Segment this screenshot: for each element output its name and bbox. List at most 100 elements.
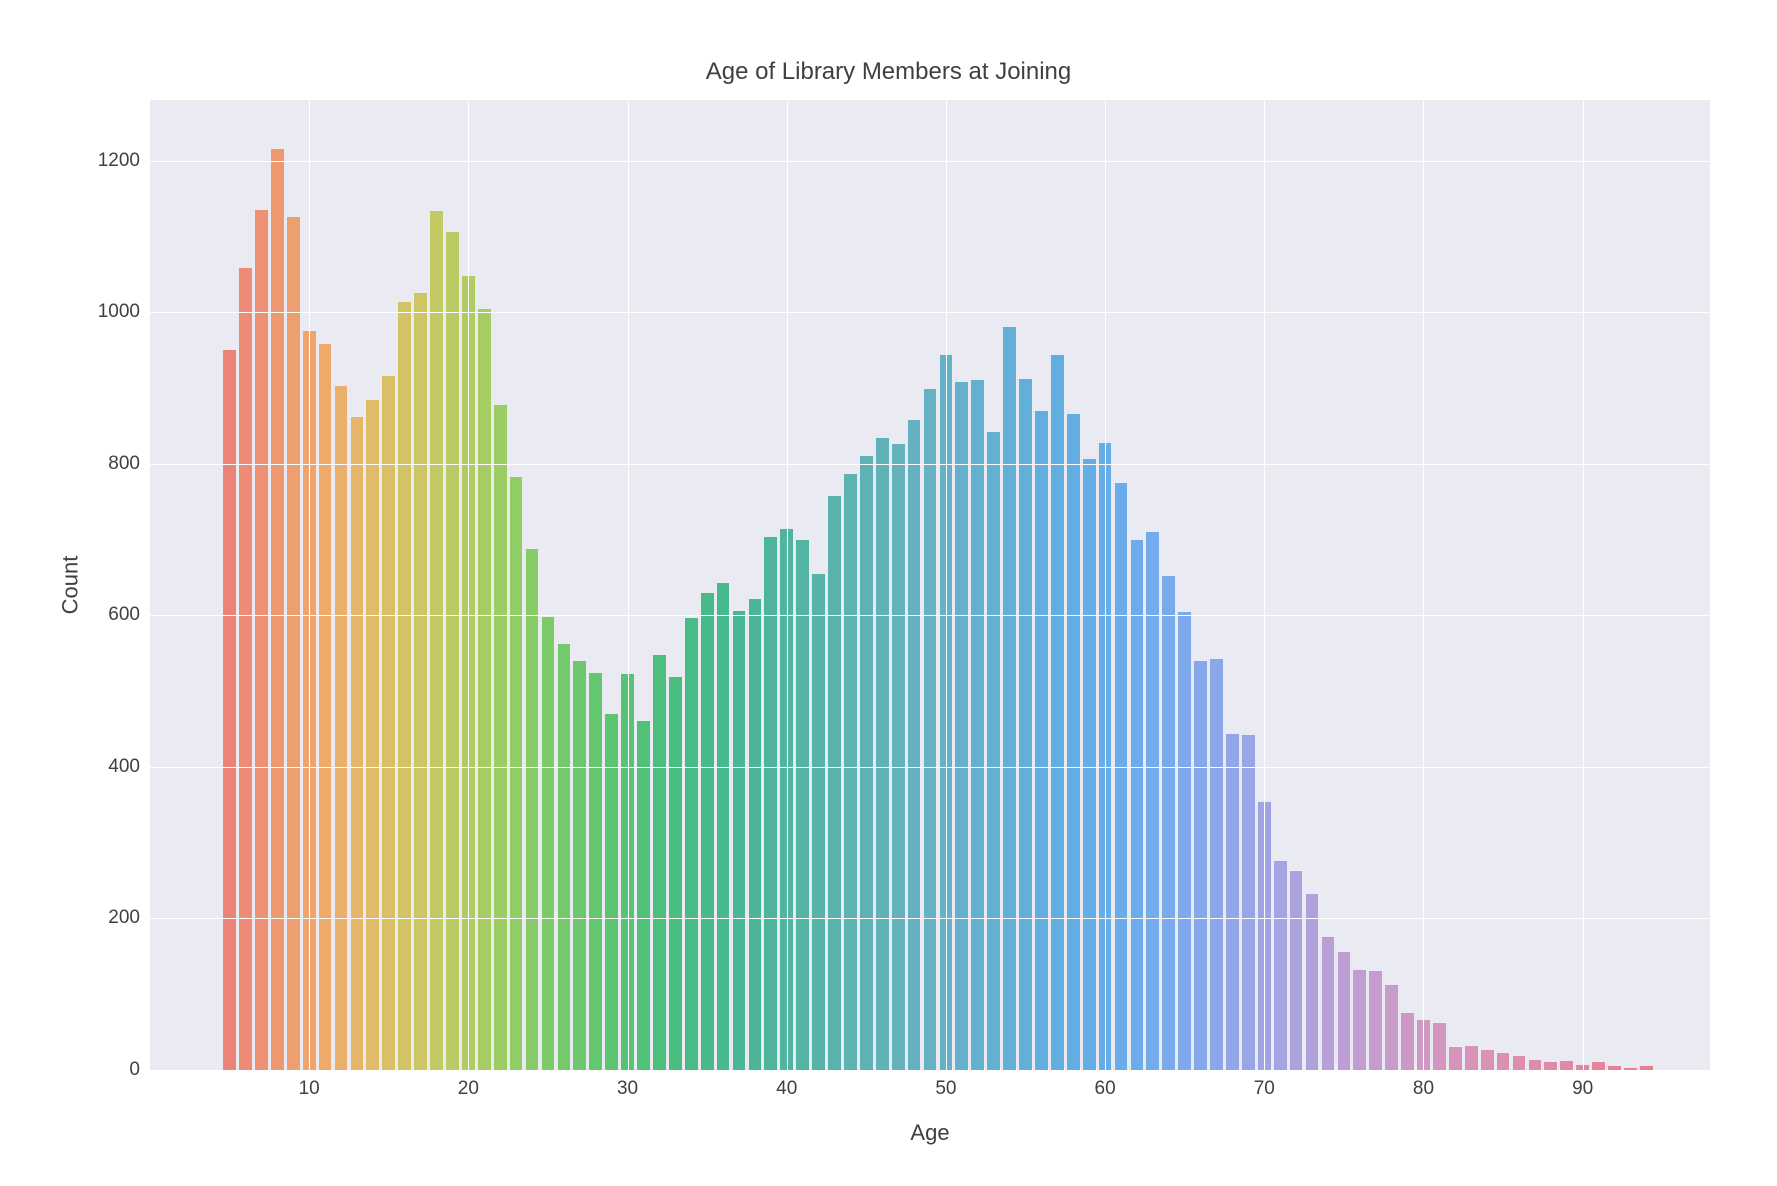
histogram-bar bbox=[398, 302, 411, 1070]
histogram-bar bbox=[669, 677, 682, 1070]
gridline-v bbox=[1583, 100, 1584, 1070]
histogram-bar bbox=[1529, 1060, 1542, 1070]
histogram-bar bbox=[239, 268, 252, 1070]
histogram-bar bbox=[510, 477, 523, 1070]
histogram-bar bbox=[223, 350, 236, 1070]
histogram-bar bbox=[1322, 937, 1335, 1070]
gridline-v bbox=[1105, 100, 1106, 1070]
histogram-bar bbox=[1083, 459, 1096, 1070]
histogram-bar bbox=[478, 309, 491, 1070]
gridline-h bbox=[150, 615, 1710, 616]
histogram-bar bbox=[335, 386, 348, 1070]
bars-layer bbox=[150, 100, 1710, 1070]
histogram-bar bbox=[542, 617, 555, 1070]
x-tick-label: 90 bbox=[1572, 1078, 1593, 1100]
histogram-bar bbox=[573, 661, 586, 1070]
histogram-bar bbox=[1290, 871, 1303, 1070]
x-tick-label: 10 bbox=[299, 1078, 320, 1100]
histogram-bar bbox=[1019, 379, 1032, 1070]
histogram-bar bbox=[892, 444, 905, 1070]
gridline-v bbox=[1423, 100, 1424, 1070]
y-tick-label: 200 bbox=[108, 907, 140, 929]
histogram-bar bbox=[430, 211, 443, 1070]
gridline-h bbox=[150, 918, 1710, 919]
histogram-bar bbox=[1481, 1050, 1494, 1070]
histogram-bar bbox=[1210, 659, 1223, 1070]
histogram-bar bbox=[382, 376, 395, 1070]
histogram-bar bbox=[685, 618, 698, 1070]
histogram-bar bbox=[1338, 952, 1351, 1070]
histogram-bar bbox=[1178, 612, 1191, 1070]
histogram-bar bbox=[287, 217, 300, 1070]
gridline-v bbox=[628, 100, 629, 1070]
histogram-bar bbox=[653, 655, 666, 1070]
histogram-bar bbox=[589, 673, 602, 1070]
histogram-bar bbox=[446, 232, 459, 1070]
histogram-bar bbox=[1592, 1062, 1605, 1070]
x-tick-label: 70 bbox=[1254, 1078, 1275, 1100]
histogram-bar bbox=[414, 293, 427, 1070]
histogram-bar bbox=[319, 344, 332, 1070]
histogram-bar bbox=[1401, 1013, 1414, 1070]
y-axis-label: Count bbox=[55, 100, 85, 1070]
y-tick-label: 800 bbox=[108, 453, 140, 475]
histogram-bar bbox=[1560, 1061, 1573, 1070]
histogram-bar bbox=[796, 540, 809, 1070]
histogram-bar bbox=[1274, 861, 1287, 1070]
histogram-bar bbox=[1146, 532, 1159, 1070]
gridline-v bbox=[787, 100, 788, 1070]
chart-title: Age of Library Members at Joining bbox=[0, 58, 1777, 86]
histogram-bar bbox=[1353, 970, 1366, 1070]
histogram-bar bbox=[1497, 1053, 1510, 1070]
y-tick-label: 1200 bbox=[98, 150, 140, 172]
histogram-bar bbox=[844, 474, 857, 1070]
histogram-bar bbox=[1162, 576, 1175, 1070]
histogram-bar bbox=[1003, 327, 1016, 1070]
x-tick-label: 60 bbox=[1095, 1078, 1116, 1100]
y-tick-label: 400 bbox=[108, 756, 140, 778]
histogram-bar bbox=[255, 210, 268, 1070]
histogram-bar bbox=[1306, 894, 1319, 1070]
histogram-bar bbox=[1385, 985, 1398, 1070]
plot-area bbox=[150, 100, 1710, 1070]
histogram-bar bbox=[1194, 661, 1207, 1070]
histogram-bar bbox=[526, 549, 539, 1070]
histogram-bar bbox=[351, 417, 364, 1070]
histogram-bar bbox=[1465, 1046, 1478, 1070]
histogram-bar bbox=[812, 574, 825, 1070]
x-axis-label: Age bbox=[150, 1120, 1710, 1146]
x-tick-label: 40 bbox=[776, 1078, 797, 1100]
histogram-bar bbox=[908, 420, 921, 1070]
x-tick-label: 80 bbox=[1413, 1078, 1434, 1100]
histogram-bar bbox=[1051, 355, 1064, 1070]
histogram-bar bbox=[955, 382, 968, 1070]
histogram-bar bbox=[876, 438, 889, 1070]
histogram-bar bbox=[1513, 1056, 1526, 1070]
histogram-bar bbox=[924, 389, 937, 1070]
histogram-bar bbox=[1131, 540, 1144, 1070]
histogram-bar bbox=[1226, 734, 1239, 1070]
chart-container: Age of Library Members at Joining Count … bbox=[0, 0, 1777, 1186]
histogram-bar bbox=[828, 496, 841, 1070]
gridline-h bbox=[150, 464, 1710, 465]
histogram-bar bbox=[860, 456, 873, 1070]
gridline-h bbox=[150, 312, 1710, 313]
histogram-bar bbox=[749, 599, 762, 1070]
histogram-bar bbox=[1242, 735, 1255, 1070]
histogram-bar bbox=[1115, 483, 1128, 1070]
histogram-bar bbox=[1544, 1062, 1557, 1070]
gridline-h bbox=[150, 1070, 1710, 1071]
histogram-bar bbox=[494, 405, 507, 1070]
histogram-bar bbox=[764, 537, 777, 1071]
histogram-bar bbox=[558, 644, 571, 1070]
x-tick-label: 30 bbox=[617, 1078, 638, 1100]
histogram-bar bbox=[1035, 411, 1048, 1070]
gridline-v bbox=[946, 100, 947, 1070]
histogram-bar bbox=[733, 611, 746, 1070]
histogram-bar bbox=[701, 593, 714, 1070]
gridline-v bbox=[468, 100, 469, 1070]
histogram-bar bbox=[637, 721, 650, 1070]
histogram-bar bbox=[1433, 1023, 1446, 1070]
y-tick-label: 1000 bbox=[98, 301, 140, 323]
x-tick-label: 20 bbox=[458, 1078, 479, 1100]
